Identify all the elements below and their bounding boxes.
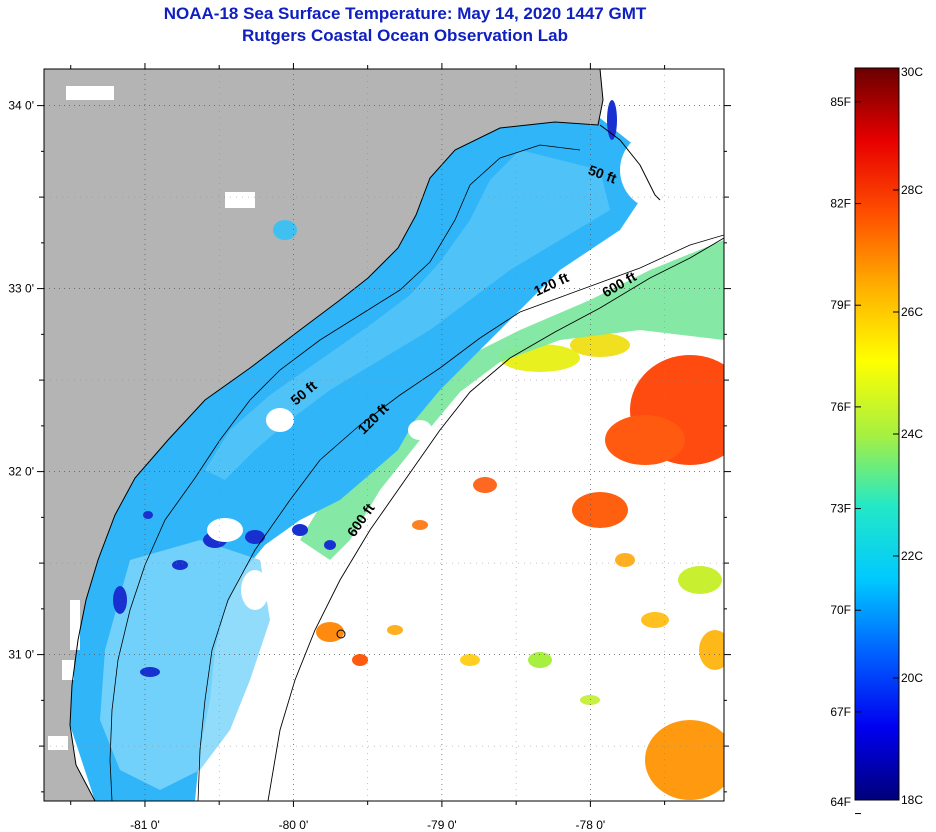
- isobath-50ft: [109, 144, 581, 801]
- lat-tick-label: 32 0': [8, 465, 34, 479]
- isobath-120ft: [197, 234, 724, 801]
- fahrenheit-tick-label: 82F: [830, 197, 851, 211]
- lat-tick-label: 31 0': [8, 648, 34, 662]
- celsius-tick-label: 26C: [901, 305, 923, 319]
- station-marker: [336, 629, 346, 639]
- celsius-tick-label: 24C: [901, 427, 923, 441]
- fahrenheit-tick-label: 64F: [830, 795, 851, 809]
- cape-fear-outline: [599, 124, 661, 201]
- fahrenheit-tick-label: 70F: [830, 603, 851, 617]
- lon-tick-label: -78 0': [576, 818, 606, 832]
- graticule: [44, 69, 724, 801]
- lon-tick-label: -80 0': [279, 818, 309, 832]
- shelf-break-band: [300, 240, 724, 560]
- fahrenheit-tick-label: 85F: [830, 95, 851, 109]
- celsius-tick-label: 28C: [901, 183, 923, 197]
- map-frame: [43, 68, 725, 802]
- fahrenheit-tick-label: 67F: [830, 705, 851, 719]
- land-no-data: [48, 86, 255, 750]
- celsius-tick-label: 18C: [901, 793, 923, 807]
- colorbar-ticks: 30C 28C 26C 24C 22C 20C 18C 85F 82F 79F 76F 73F 70F 6…: [830, 65, 923, 815]
- fahrenheit-tick-label: 76F: [830, 400, 851, 414]
- lat-tick-label: 33 0': [8, 282, 34, 296]
- inner-shelf-patch: [205, 150, 610, 480]
- celsius-tick-label: 20C: [901, 671, 923, 685]
- map-subtitle: Rutgers Coastal Ocean Observation Lab: [242, 26, 568, 45]
- land: [44, 69, 603, 801]
- celsius-tick-label: 22C: [901, 549, 923, 563]
- map-ticks: -81 0' -80 0' -79 0' -78 0' 34 0' 33 0' 32 0' 3…: [8, 63, 731, 832]
- isobath-600ft: [267, 237, 724, 801]
- lon-tick-label: -79 0': [427, 818, 457, 832]
- warm-offshore-region: [316, 333, 724, 800]
- inland-water: [273, 220, 297, 240]
- lat-tick-label: 34 0': [8, 99, 34, 113]
- map-title: NOAA-18 Sea Surface Temperature: May 14,…: [163, 4, 647, 23]
- celsius-tick-label: 30C: [901, 65, 923, 79]
- fahrenheit-tick-label: 79F: [830, 298, 851, 312]
- coastline: [69, 69, 604, 801]
- fahrenheit-tick-label: 73F: [830, 502, 851, 516]
- colorbar-gradient: [854, 67, 900, 801]
- lon-tick-label: -81 0': [130, 818, 160, 832]
- cloud-gaps: [207, 105, 724, 626]
